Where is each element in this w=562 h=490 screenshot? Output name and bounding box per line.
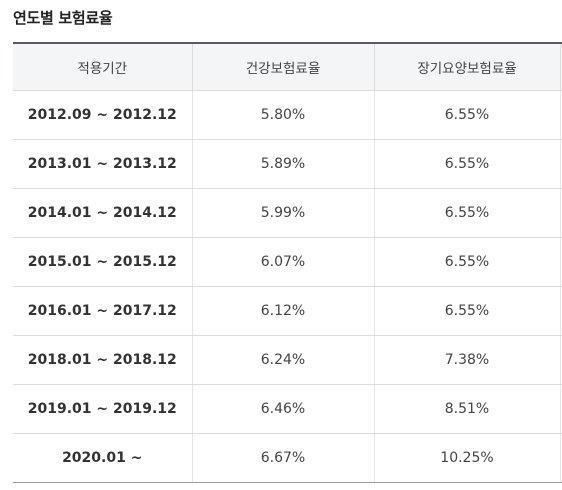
ltc-rate-cell: 6.55% [374,237,561,287]
header-extra-column [560,44,562,91]
period-cell: 2019.01 ~ 2019.12 [13,384,193,434]
extra-cell [560,139,562,189]
ltc-rate-cell: 10.25% [374,433,561,482]
health-rate-cell: 6.24% [192,335,375,385]
period-cell: 2018.01 ~ 2018.12 [13,335,193,385]
extra-cell [560,286,562,336]
health-rate-cell: 5.99% [192,188,375,238]
header-health-rate: 건강보험료율 [192,44,375,91]
table-row: 2019.01 ~ 2019.12 6.46% 8.51% [13,384,562,434]
health-rate-cell: 5.89% [192,139,375,189]
ltc-rate-cell: 8.51% [374,384,561,434]
extra-cell [560,335,562,385]
extra-cell [560,90,562,140]
extra-cell [560,384,562,434]
table-row: 2015.01 ~ 2015.12 6.07% 6.55% [13,237,562,287]
period-cell: 2020.01 ~ [13,433,193,482]
table-row: 2014.01 ~ 2014.12 5.99% 6.55% [13,188,562,238]
header-period: 적용기간 [13,44,193,91]
extra-cell [560,237,562,287]
period-cell: 2013.01 ~ 2013.12 [13,139,193,189]
period-cell: 2016.01 ~ 2017.12 [13,286,193,336]
table-row: 2012.09 ~ 2012.12 5.80% 6.55% [13,90,562,140]
table-row: 2018.01 ~ 2018.12 6.24% 7.38% [13,335,562,385]
ltc-rate-cell: 6.55% [374,286,561,336]
health-rate-cell: 6.12% [192,286,375,336]
health-rate-cell: 5.80% [192,90,375,140]
ltc-rate-cell: 7.38% [374,335,561,385]
header-ltc-rate: 장기요양보험료율 [374,44,561,91]
table-row: 2016.01 ~ 2017.12 6.12% 6.55% [13,286,562,336]
table-header-row: 적용기간 건강보험료율 장기요양보험료율 [13,44,562,91]
rates-table-container[interactable]: 적용기간 건강보험료율 장기요양보험료율 2012.09 ~ 2012.12 5… [13,42,562,483]
section-title: 연도별 보험료율 [13,9,113,27]
health-rate-cell: 6.67% [192,433,375,482]
extra-cell [560,188,562,238]
ltc-rate-cell: 6.55% [374,188,561,238]
extra-cell [560,433,562,482]
health-rate-cell: 6.46% [192,384,375,434]
health-rate-cell: 6.07% [192,237,375,287]
table-row: 2020.01 ~ 6.67% 10.25% [13,433,562,482]
insurance-rates-table: 적용기간 건강보험료율 장기요양보험료율 2012.09 ~ 2012.12 5… [13,44,562,482]
ltc-rate-cell: 6.55% [374,139,561,189]
ltc-rate-cell: 6.55% [374,90,561,140]
period-cell: 2012.09 ~ 2012.12 [13,90,193,140]
period-cell: 2015.01 ~ 2015.12 [13,237,193,287]
period-cell: 2014.01 ~ 2014.12 [13,188,193,238]
table-row: 2013.01 ~ 2013.12 5.89% 6.55% [13,139,562,189]
